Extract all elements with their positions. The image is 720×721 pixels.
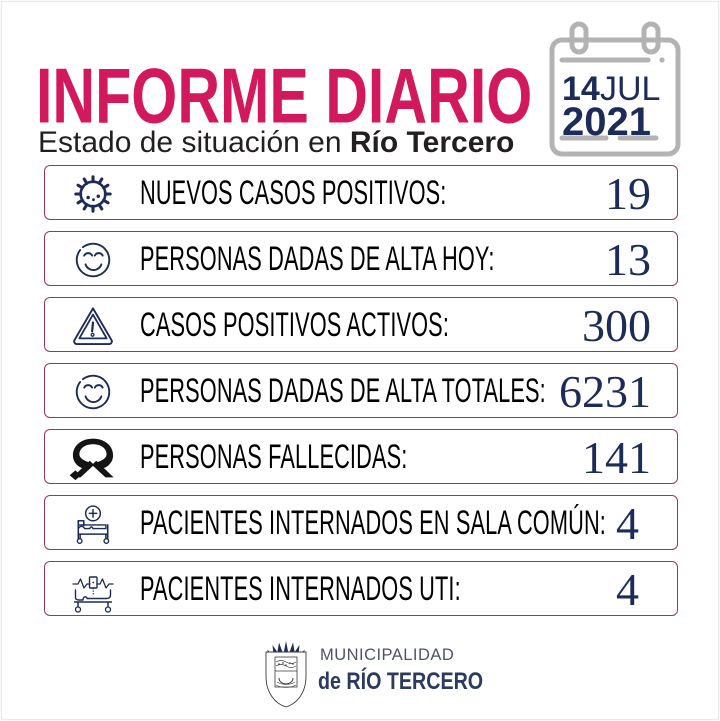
svg-text:2021: 2021: [562, 100, 651, 144]
